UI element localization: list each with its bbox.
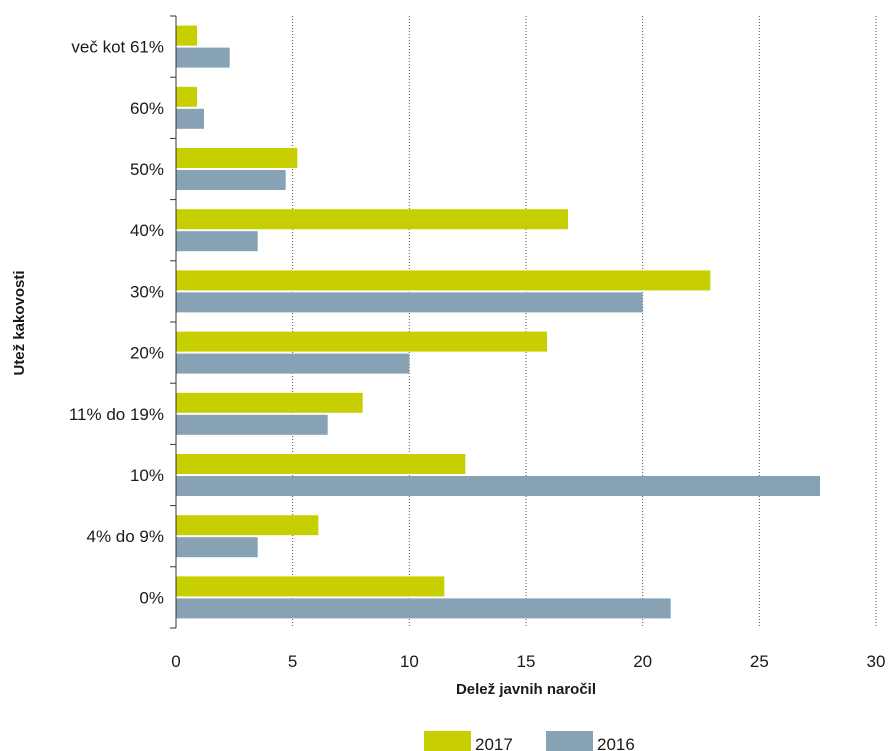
y-tick-label: 50% <box>130 160 164 179</box>
y-tick-label: 10% <box>130 466 164 485</box>
legend-label-2016: 2016 <box>597 735 635 751</box>
y-tick-label: 40% <box>130 221 164 240</box>
y-tick-label: več kot 61% <box>71 38 164 57</box>
bar-2016-8 <box>176 476 820 496</box>
y-tick-label: 0% <box>139 588 164 607</box>
bar-2017-8 <box>176 454 466 474</box>
x-axis-title: Delež javnih naročil <box>456 681 596 698</box>
legend: 2017 2016 <box>424 731 635 751</box>
bar-2016-2 <box>176 108 204 129</box>
axes <box>170 15 177 629</box>
bar-2017-4 <box>176 209 568 230</box>
x-tick-labels: 0 5 10 15 20 25 30 <box>171 652 885 671</box>
x-tick-label: 5 <box>288 652 297 671</box>
bar-2016-7 <box>176 414 328 435</box>
bars <box>176 25 820 619</box>
legend-swatch-2016 <box>546 731 593 751</box>
y-tick-label: 30% <box>130 282 164 301</box>
bar-2017-3 <box>176 148 298 168</box>
x-tick-label: 20 <box>633 652 652 671</box>
bar-2016-3 <box>176 170 286 190</box>
bar-2017-1 <box>176 25 197 46</box>
bar-2016-9 <box>176 537 258 558</box>
y-tick-labels: več kot 61% 60% 50% 40% 30% 20% 11% do 19% 10% 4… <box>69 38 164 608</box>
x-tick-label: 0 <box>171 652 180 671</box>
legend-swatch-2017 <box>424 731 471 751</box>
y-axis-title: Utež kakovosti <box>11 270 28 375</box>
y-tick-label: 11% do 19% <box>69 405 164 424</box>
x-tick-label: 30 <box>867 652 886 671</box>
grid-lines <box>292 16 877 628</box>
bar-2017-9 <box>176 515 319 536</box>
y-tick-label: 20% <box>130 344 164 363</box>
bar-2017-10 <box>176 576 445 597</box>
bar-2016-4 <box>176 231 258 252</box>
x-tick-label: 10 <box>400 652 419 671</box>
bar-2016-10 <box>176 598 671 619</box>
bar-2017-7 <box>176 392 363 413</box>
legend-label-2017: 2017 <box>475 735 513 751</box>
bar-2017-6 <box>176 331 547 352</box>
y-tick-label: 60% <box>130 99 164 118</box>
x-tick-label: 25 <box>750 652 769 671</box>
x-tick-label: 15 <box>517 652 536 671</box>
bar-2016-5 <box>176 292 643 313</box>
bar-2016-1 <box>176 47 230 68</box>
bar-2017-5 <box>176 270 711 291</box>
y-tick-label: 4% do 9% <box>87 527 165 546</box>
bar-2017-2 <box>176 86 197 107</box>
bar-2016-6 <box>176 353 410 374</box>
